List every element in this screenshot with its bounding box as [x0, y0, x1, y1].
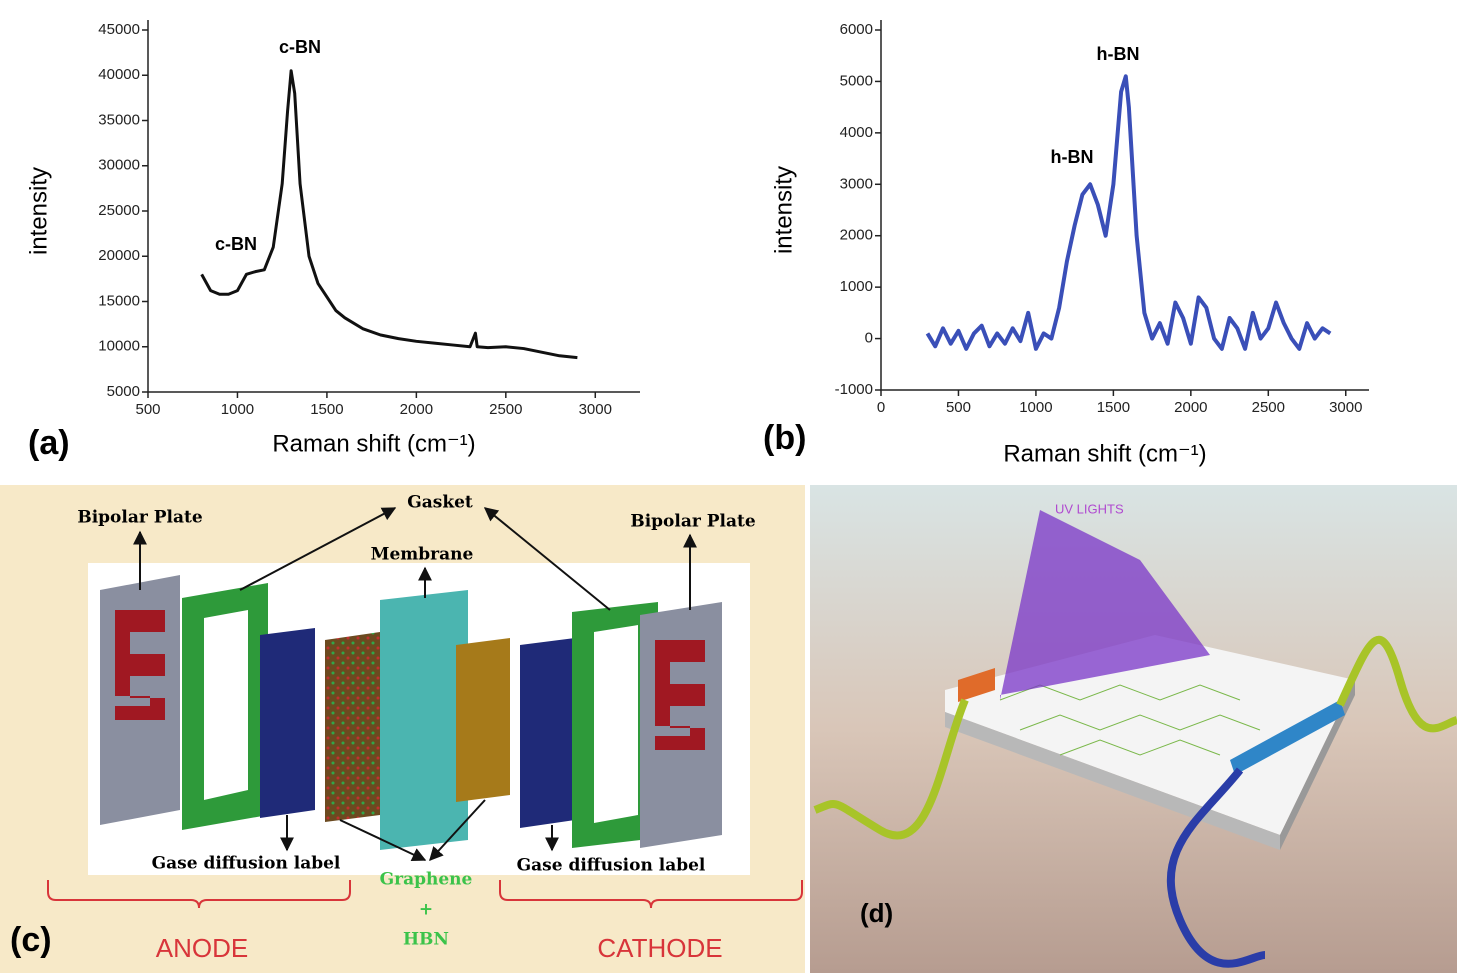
x-axis-label: Raman shift (cm⁻¹) [1003, 440, 1206, 467]
label: + [419, 900, 433, 920]
y-tick-label: 2000 [840, 227, 873, 244]
cable [813, 698, 969, 840]
data-line [200, 69, 578, 360]
panel-c: Bipolar Plate Gasket Membrane Bipolar Pl… [0, 485, 805, 973]
y-tick-label: 5000 [840, 72, 873, 89]
annotation: c-BN [215, 234, 257, 254]
x-tick-label: 2500 [1252, 399, 1285, 416]
electrode [958, 668, 995, 702]
label: CATHODE [597, 933, 722, 963]
panel-label: (a) [28, 424, 70, 462]
flow-channel [655, 640, 705, 750]
gas-diffusion-layer [520, 638, 575, 828]
x-tick-label: 2000 [1174, 399, 1207, 416]
substrate-edge [1280, 680, 1355, 850]
y-tick-label: -1000 [835, 381, 873, 398]
x-tick-label: 3000 [579, 401, 612, 418]
panel-label: (c) [10, 921, 52, 959]
y-tick-label: 0 [865, 330, 873, 347]
y-tick-label: 25000 [98, 202, 140, 219]
y-tick-label: 35000 [98, 111, 140, 128]
label: Membrane [371, 545, 474, 565]
braces [47, 880, 803, 909]
panel-d: UV LIGHTS (d) [810, 485, 1457, 973]
y-tick-label: 30000 [98, 157, 140, 174]
gasket-hole [594, 625, 638, 823]
y-tick-label: 5000 [107, 383, 140, 400]
flow-channel [115, 610, 165, 720]
y-tick-label: 1000 [840, 278, 873, 295]
graphene-hbn-layer [456, 638, 510, 802]
x-tick-label: 500 [946, 399, 971, 416]
panel-label: (b) [763, 419, 806, 457]
y-tick-label: 3000 [840, 175, 873, 192]
cable [1166, 767, 1266, 968]
y-tick-label: 4000 [840, 124, 873, 141]
membrane [380, 590, 468, 850]
y-tick-label: 20000 [98, 247, 140, 264]
y-axis-label: intensity [770, 166, 797, 254]
electrode [1230, 700, 1345, 775]
x-tick-label: 500 [135, 401, 160, 418]
label: Bipolar Plate [77, 508, 203, 528]
x-tick-label: 2000 [400, 401, 433, 418]
charts: 500 1000 1500 2000 2500 300050001000015000200… [25, 20, 1369, 467]
label: HBN [403, 930, 449, 950]
label: Gasket [407, 493, 473, 513]
x-tick-label: 2500 [489, 401, 522, 418]
label: UV LIGHTS [1055, 501, 1124, 516]
y-axis-label: intensity [25, 167, 52, 255]
panel-label: (d) [860, 898, 893, 928]
label: Gase diffusion label [517, 856, 706, 876]
gasket-hole [204, 610, 248, 800]
y-tick-label: 40000 [98, 66, 140, 83]
data-line [925, 74, 1332, 351]
cable [1336, 636, 1457, 733]
graphene-hbn-layer [325, 632, 380, 822]
y-tick-label: 6000 [840, 21, 873, 38]
y-tick-label: 45000 [98, 21, 140, 38]
annotation: h-BN [1051, 147, 1094, 167]
x-tick-label: 3000 [1329, 399, 1362, 416]
label: ANODE [156, 933, 248, 963]
gas-diffusion-layer [260, 628, 315, 818]
y-tick-label: 15000 [98, 292, 140, 309]
x-tick-label: 1000 [221, 401, 254, 418]
annotation: c-BN [279, 37, 321, 57]
arrows [133, 507, 697, 862]
x-tick-label: 1500 [1097, 399, 1130, 416]
label: Gase diffusion label [152, 854, 341, 874]
x-tick-label: 0 [877, 399, 885, 416]
bipolar-plate [640, 602, 722, 848]
y-tick-label: 10000 [98, 338, 140, 355]
uv-light [1000, 510, 1210, 700]
label: Bipolar Plate [630, 512, 756, 532]
x-tick-label: 1000 [1019, 399, 1052, 416]
annotation: h-BN [1097, 44, 1140, 64]
label: Graphene [380, 870, 473, 890]
x-tick-label: 1500 [310, 401, 343, 418]
x-axis-label: Raman shift (cm⁻¹) [272, 430, 475, 457]
